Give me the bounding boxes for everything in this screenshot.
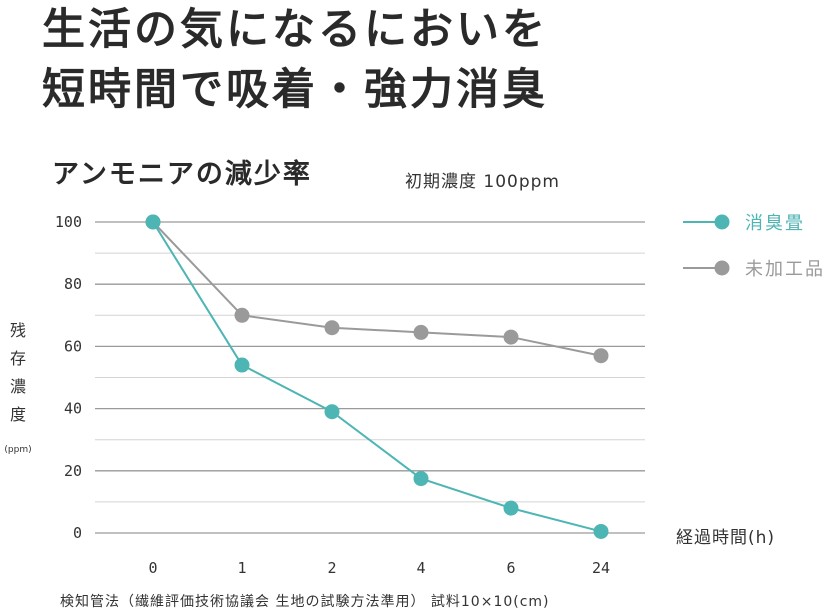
chart-subtitle: 初期濃度 100ppm xyxy=(405,172,560,192)
data-point xyxy=(503,329,519,345)
data-point xyxy=(413,324,429,340)
y-tick-label: 80 xyxy=(64,275,82,293)
data-point xyxy=(413,471,429,487)
x-tick-label: 1 xyxy=(237,559,246,577)
y-tick-label: 20 xyxy=(64,462,82,480)
x-axis-label: 経過時間(h) xyxy=(676,528,775,548)
x-tick-label: 2 xyxy=(327,559,336,577)
series-line-0 xyxy=(152,221,602,533)
data-point xyxy=(145,214,161,230)
chart-title: アンモニアの減少率 xyxy=(52,159,312,190)
legend-label: 消臭畳 xyxy=(745,213,805,234)
x-tick-label: 24 xyxy=(592,559,610,577)
y-tick-label: 40 xyxy=(64,400,82,418)
y-axis-label-char: 存 xyxy=(10,349,26,368)
y-axis-label-char: 濃 xyxy=(10,377,26,396)
y-tick-label: 0 xyxy=(73,524,82,542)
x-tick-labels: 0 1 2 4 6 24 xyxy=(148,559,610,577)
data-point xyxy=(234,307,250,323)
y-axis-label-char: 度 xyxy=(10,405,26,424)
data-point xyxy=(324,320,340,336)
footnote: 検知管法（繊維評価技術協議会 生地の試験方法準用） 試料10×10(cm) xyxy=(60,593,550,610)
y-axis-unit: (ppm) xyxy=(4,445,31,455)
grid-lines xyxy=(95,221,645,534)
legend-marker xyxy=(714,214,730,230)
legend-marker xyxy=(714,260,730,276)
headline-line-1: 生活の気になるにおいを xyxy=(42,5,548,55)
x-tick-label: 0 xyxy=(148,559,157,577)
headline: 生活の気になるにおいを 短時間で吸着・強力消臭 xyxy=(42,0,548,120)
data-point xyxy=(234,357,250,373)
series-lines xyxy=(145,214,609,539)
y-tick-label: 60 xyxy=(64,337,82,355)
y-axis-label-char: 残 xyxy=(10,321,26,340)
data-point xyxy=(324,404,340,420)
series-line-1 xyxy=(152,221,602,357)
headline-line-2: 短時間で吸着・強力消臭 xyxy=(42,65,548,115)
x-tick-label: 4 xyxy=(416,559,425,577)
x-tick-label: 6 xyxy=(506,559,515,577)
y-tick-label: 100 xyxy=(55,213,82,231)
legend-label: 未加工品 xyxy=(745,259,825,280)
data-point xyxy=(593,523,609,539)
data-point xyxy=(593,348,609,364)
y-tick-labels: 100 80 60 40 20 0 xyxy=(55,213,82,542)
data-point xyxy=(503,500,519,516)
